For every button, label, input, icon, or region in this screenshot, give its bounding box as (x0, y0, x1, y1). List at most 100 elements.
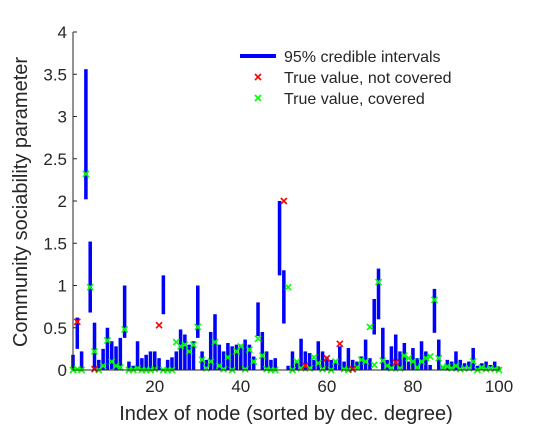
interval-bar-94 (471, 348, 475, 370)
interval-bar-16 (135, 341, 140, 370)
true-value-markers-layer (69, 170, 503, 374)
covered-marker-28 (185, 347, 193, 355)
covered-marker-30 (194, 323, 202, 331)
interval-bar-29 (191, 341, 196, 370)
covered-marker-83 (422, 354, 430, 362)
interval-bar-15 (131, 365, 136, 370)
interval-bar-64 (342, 361, 346, 370)
covered-marker-4 (82, 170, 90, 178)
y-tick-label-4: 4 (58, 23, 67, 42)
covered-marker-67 (353, 363, 361, 372)
interval-bar-56 (307, 353, 312, 370)
y-tick-label-2: 2 (58, 192, 67, 211)
interval-bar-46 (264, 351, 269, 370)
interval-bar-50 (282, 270, 286, 324)
legend-swatch-not-covered (254, 73, 262, 81)
covered-marker-31 (198, 356, 206, 364)
interval-bar-11 (114, 346, 118, 370)
interval-bar-80 (411, 348, 415, 370)
interval-bar-28 (187, 344, 191, 370)
covered-marker-62 (331, 357, 340, 366)
covered-marker-5 (86, 283, 94, 291)
interval-bar-18 (144, 354, 148, 370)
covered-marker-85 (430, 296, 439, 304)
interval-bar-4 (84, 69, 88, 200)
interval-bar-55 (303, 351, 308, 370)
not-covered-marker-6 (90, 365, 99, 373)
interval-bar-81 (415, 358, 420, 370)
y-tick-label-0.5: 0.5 (43, 319, 67, 338)
y-tick-label-1.5: 1.5 (43, 234, 67, 253)
covered-marker-29 (189, 341, 198, 349)
x-tick-label-20: 20 (145, 377, 164, 396)
covered-marker-71 (370, 361, 378, 369)
interval-bar-39 (234, 344, 239, 370)
interval-bar-9 (105, 327, 110, 370)
covered-marker-12 (116, 363, 124, 372)
interval-bar-57 (312, 359, 316, 370)
covered-marker-57 (310, 353, 318, 361)
covered-marker-70 (366, 323, 374, 331)
not-covered-marker-21 (155, 321, 163, 329)
covered-marker-58 (314, 359, 322, 367)
interval-bar-63 (338, 346, 342, 370)
x-tick-label-100: 100 (485, 377, 513, 396)
interval-bar-58 (316, 341, 321, 370)
interval-bar-38 (230, 346, 234, 370)
interval-bar-93 (467, 361, 471, 370)
interval-bar-91 (458, 359, 463, 370)
interval-bar-60 (325, 356, 329, 370)
interval-bar-76 (393, 334, 398, 370)
covered-marker-59 (319, 365, 327, 373)
interval-bar-67 (355, 361, 359, 370)
not-covered-marker-63 (336, 340, 344, 348)
y-tick-label-2.5: 2.5 (43, 150, 67, 169)
y-tick-label-0: 0 (58, 361, 67, 380)
covered-marker-33 (207, 357, 215, 366)
interval-bar-52 (290, 351, 295, 370)
interval-bar-47 (269, 359, 273, 370)
covered-marker-41 (241, 365, 249, 373)
interval-bar-20 (152, 351, 157, 370)
interval-bar-35 (217, 344, 222, 370)
covered-marker-40 (237, 342, 245, 350)
legend-label-covered: True value, covered (284, 91, 425, 108)
x-tick-label-60: 60 (317, 377, 336, 396)
interval-bar-17 (140, 358, 144, 370)
covered-marker-72 (374, 278, 383, 286)
covered-marker-86 (435, 354, 443, 362)
interval-bar-44 (256, 302, 260, 337)
interval-bar-72 (376, 268, 381, 320)
credible-intervals-layer (71, 69, 501, 370)
interval-bar-10 (109, 341, 114, 370)
covered-marker-9 (103, 336, 111, 344)
covered-marker-6 (90, 347, 99, 355)
x-axis-label: Index of node (sorted by dec. degree) (119, 403, 453, 425)
covered-marker-42 (245, 346, 253, 354)
interval-bar-59 (320, 351, 325, 370)
interval-bar-48 (273, 358, 278, 370)
y-tick-label-3: 3 (58, 108, 67, 127)
interval-bar-75 (389, 346, 394, 370)
interval-bar-5 (88, 241, 92, 313)
x-tick-label-80: 80 (403, 377, 422, 396)
interval-bar-19 (148, 351, 153, 370)
interval-bar-23 (165, 359, 170, 370)
interval-bar-49 (277, 201, 282, 276)
interval-bar-54 (299, 338, 303, 370)
interval-bar-22 (161, 275, 166, 315)
not-covered-marker-76 (392, 358, 400, 366)
interval-bar-99 (492, 361, 497, 370)
interval-bar-66 (350, 359, 355, 370)
covered-marker-36 (220, 365, 228, 373)
not-covered-marker-60 (323, 354, 331, 362)
covered-marker-26 (177, 342, 185, 350)
covered-marker-8 (99, 362, 107, 370)
interval-bar-8 (101, 348, 105, 370)
tick-labels-layer: 20 40 60 80 100 0 0.5 1 1.5 2 2.5 3 3.5 4 (43, 23, 513, 396)
interval-bar-32 (204, 359, 209, 370)
interval-bar-65 (346, 348, 351, 370)
interval-bar-3 (79, 351, 84, 370)
covered-marker-11 (112, 362, 120, 370)
